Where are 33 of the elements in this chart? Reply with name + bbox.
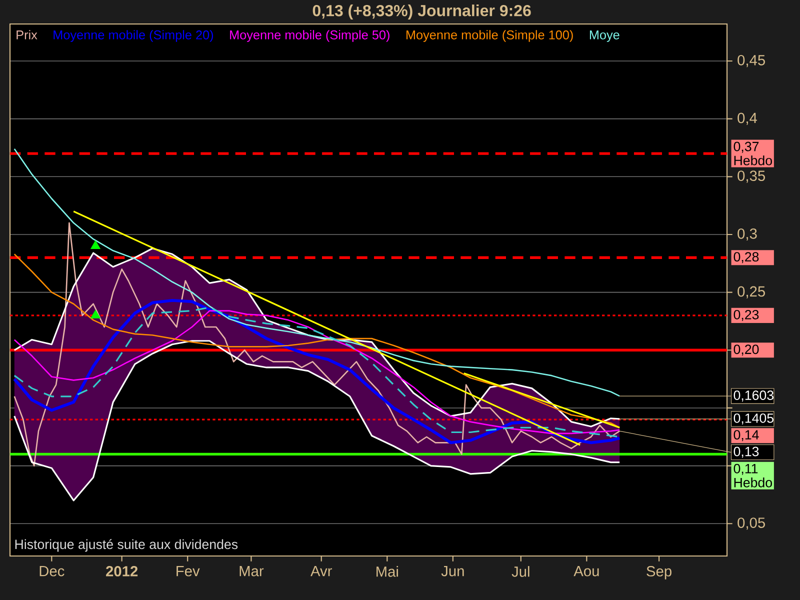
x-tick-label: Avr — [310, 566, 332, 576]
x-tick-label: Sep — [646, 566, 672, 580]
y-tick-label: 0,45 — [738, 54, 765, 68]
annotation: 0,13 — [734, 446, 759, 458]
annotation: Historique ajusté suite aux dividendes — [15, 539, 238, 552]
chart-title: 0,13 (+8,33%) Journalier 9:26 — [312, 4, 531, 20]
y-tick-label: 0,25 — [738, 286, 765, 298]
text: Moyenne mobile (Simple 50) — [230, 30, 390, 42]
x-tick-label: Dec — [40, 566, 64, 576]
annotation: 0,1405 — [734, 413, 774, 424]
x-tick-label: Jun — [441, 566, 464, 576]
y-tick-label: 0,05 — [738, 518, 765, 530]
ref-line-label: 0,28 — [734, 252, 759, 264]
ref-line-label: 0,14 — [734, 430, 759, 442]
ref-line-label: 0,23 — [734, 310, 759, 321]
x-tick-label: Jul — [512, 566, 530, 577]
text: Moye — [590, 30, 620, 42]
x-tick-label: Mai — [376, 566, 398, 577]
y-tick-label: 0,4 — [738, 112, 758, 125]
x-tick-label: Fev — [176, 566, 200, 576]
y-tick-label: 0,35 — [738, 170, 765, 183]
ref-line-label: 0,37 Hebdo — [734, 142, 772, 166]
text: Moyenne mobile (Simple 100) — [406, 30, 573, 42]
text: Moyenne mobile (Simple 20) — [54, 30, 214, 42]
y-tick-label: 0,3 — [738, 228, 757, 241]
annotation: 0,1603 — [734, 390, 774, 402]
x-tick-label: Aou — [574, 566, 599, 576]
ref-line-label: 0,20 — [734, 344, 759, 356]
x-tick-label: Mar — [240, 566, 264, 576]
line-series — [14, 340, 620, 502]
ref-line-label: 0,11 Hebdo — [734, 464, 772, 488]
x-tick-label: 2012 — [106, 566, 138, 576]
text: Prix — [16, 30, 38, 40]
